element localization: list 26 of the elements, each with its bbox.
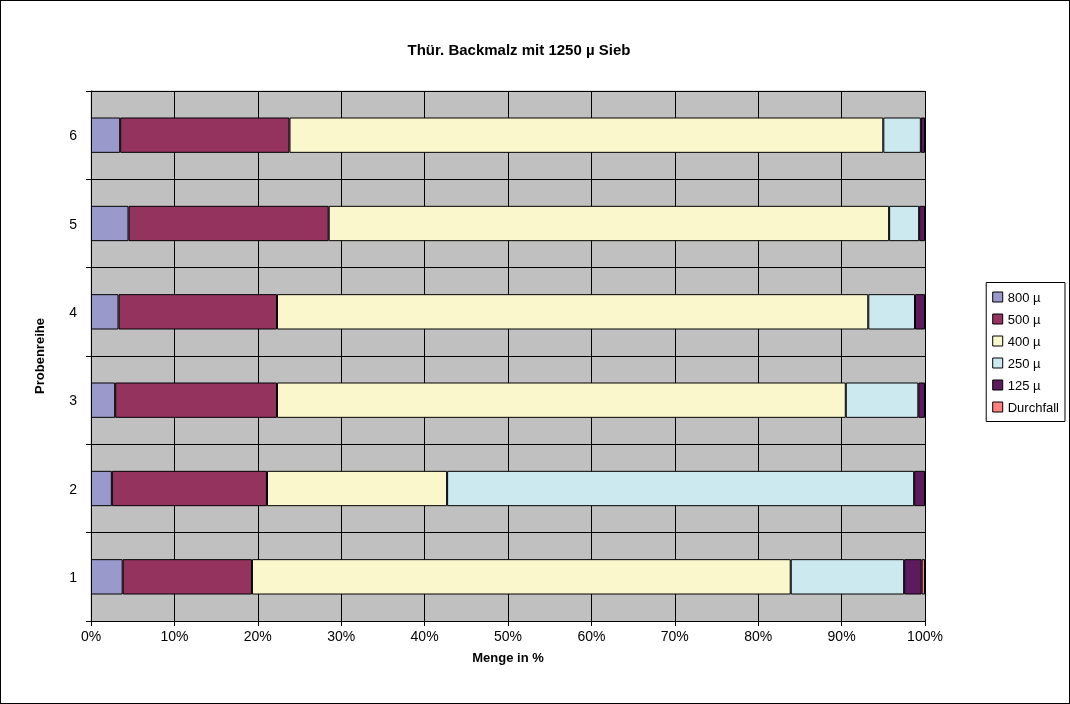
legend-label: Durchfall	[1007, 399, 1060, 415]
chart-title: Thür. Backmalz mit 1250 µ Sieb	[407, 41, 631, 58]
x-tick-label: 90%	[827, 628, 856, 644]
y-tick-label: 6	[69, 127, 78, 144]
x-tick-label: 30%	[327, 628, 356, 644]
x-tick-label: 10%	[160, 628, 189, 644]
x-tick-label: 70%	[660, 628, 689, 644]
y-tick-label: 3	[69, 392, 78, 409]
x-tick-label: 50%	[493, 628, 523, 644]
y-tick-label: 5	[69, 215, 78, 232]
x-tick-label: 100%	[907, 628, 943, 644]
legend-label: 250 µ	[1007, 355, 1042, 371]
legend-label: 125 µ	[1007, 377, 1042, 393]
x-tick-label: 0%	[80, 628, 102, 644]
legend-label: 800 µ	[1007, 289, 1042, 305]
legend-label: 400 µ	[1007, 333, 1042, 349]
x-tick-label: 40%	[410, 628, 439, 644]
legend-label: 500 µ	[1007, 311, 1042, 327]
y-tick-label: 4	[69, 303, 78, 320]
y-tick-label: 2	[69, 480, 78, 497]
x-tick-label: 60%	[577, 628, 606, 644]
y-tick-label: 1	[69, 568, 78, 585]
y-axis-title: Probenreihe	[32, 318, 47, 394]
x-tick-label: 80%	[744, 628, 773, 644]
x-axis-title: Menge in %	[472, 650, 545, 665]
x-tick-label: 20%	[243, 628, 272, 644]
